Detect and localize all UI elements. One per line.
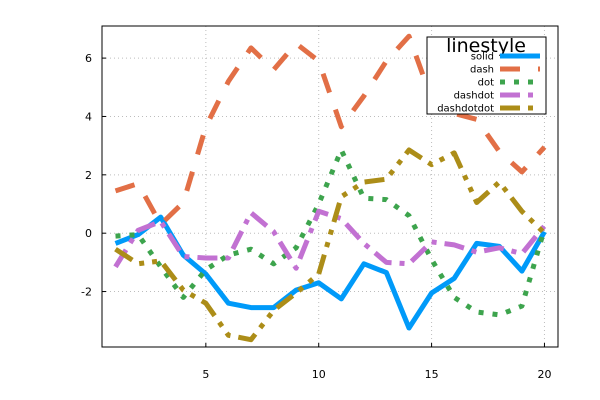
grid-lines bbox=[102, 26, 558, 347]
plot-frame bbox=[101, 25, 559, 348]
axis-ticks: 5 10 15 20 -2 0 2 4 6 bbox=[81, 52, 551, 381]
series-lines bbox=[113, 33, 547, 343]
legend-label-dashdotdot: dashdotdot bbox=[437, 104, 494, 115]
y-tick-label: 2 bbox=[85, 169, 92, 182]
y-tick-label: 0 bbox=[85, 227, 92, 240]
y-tick-label: 6 bbox=[85, 52, 92, 65]
x-tick-label: 10 bbox=[312, 368, 326, 381]
series-line-dash bbox=[114, 33, 547, 227]
legend-label-solid: solid bbox=[471, 52, 494, 63]
y-tick-label: 4 bbox=[85, 110, 92, 123]
legend-label-dashdot: dashdot bbox=[454, 91, 494, 102]
y-tick-label: -2 bbox=[81, 286, 92, 299]
x-tick-label: 20 bbox=[537, 368, 551, 381]
legend-label-dot: dot bbox=[478, 78, 494, 89]
x-tick-label: 15 bbox=[425, 368, 439, 381]
series-line-dashdot bbox=[113, 208, 547, 271]
legend-label-dash: dash bbox=[470, 65, 494, 76]
x-tick-label: 5 bbox=[202, 368, 209, 381]
legend-box bbox=[426, 36, 547, 115]
legend-title: linestyle bbox=[446, 35, 526, 57]
